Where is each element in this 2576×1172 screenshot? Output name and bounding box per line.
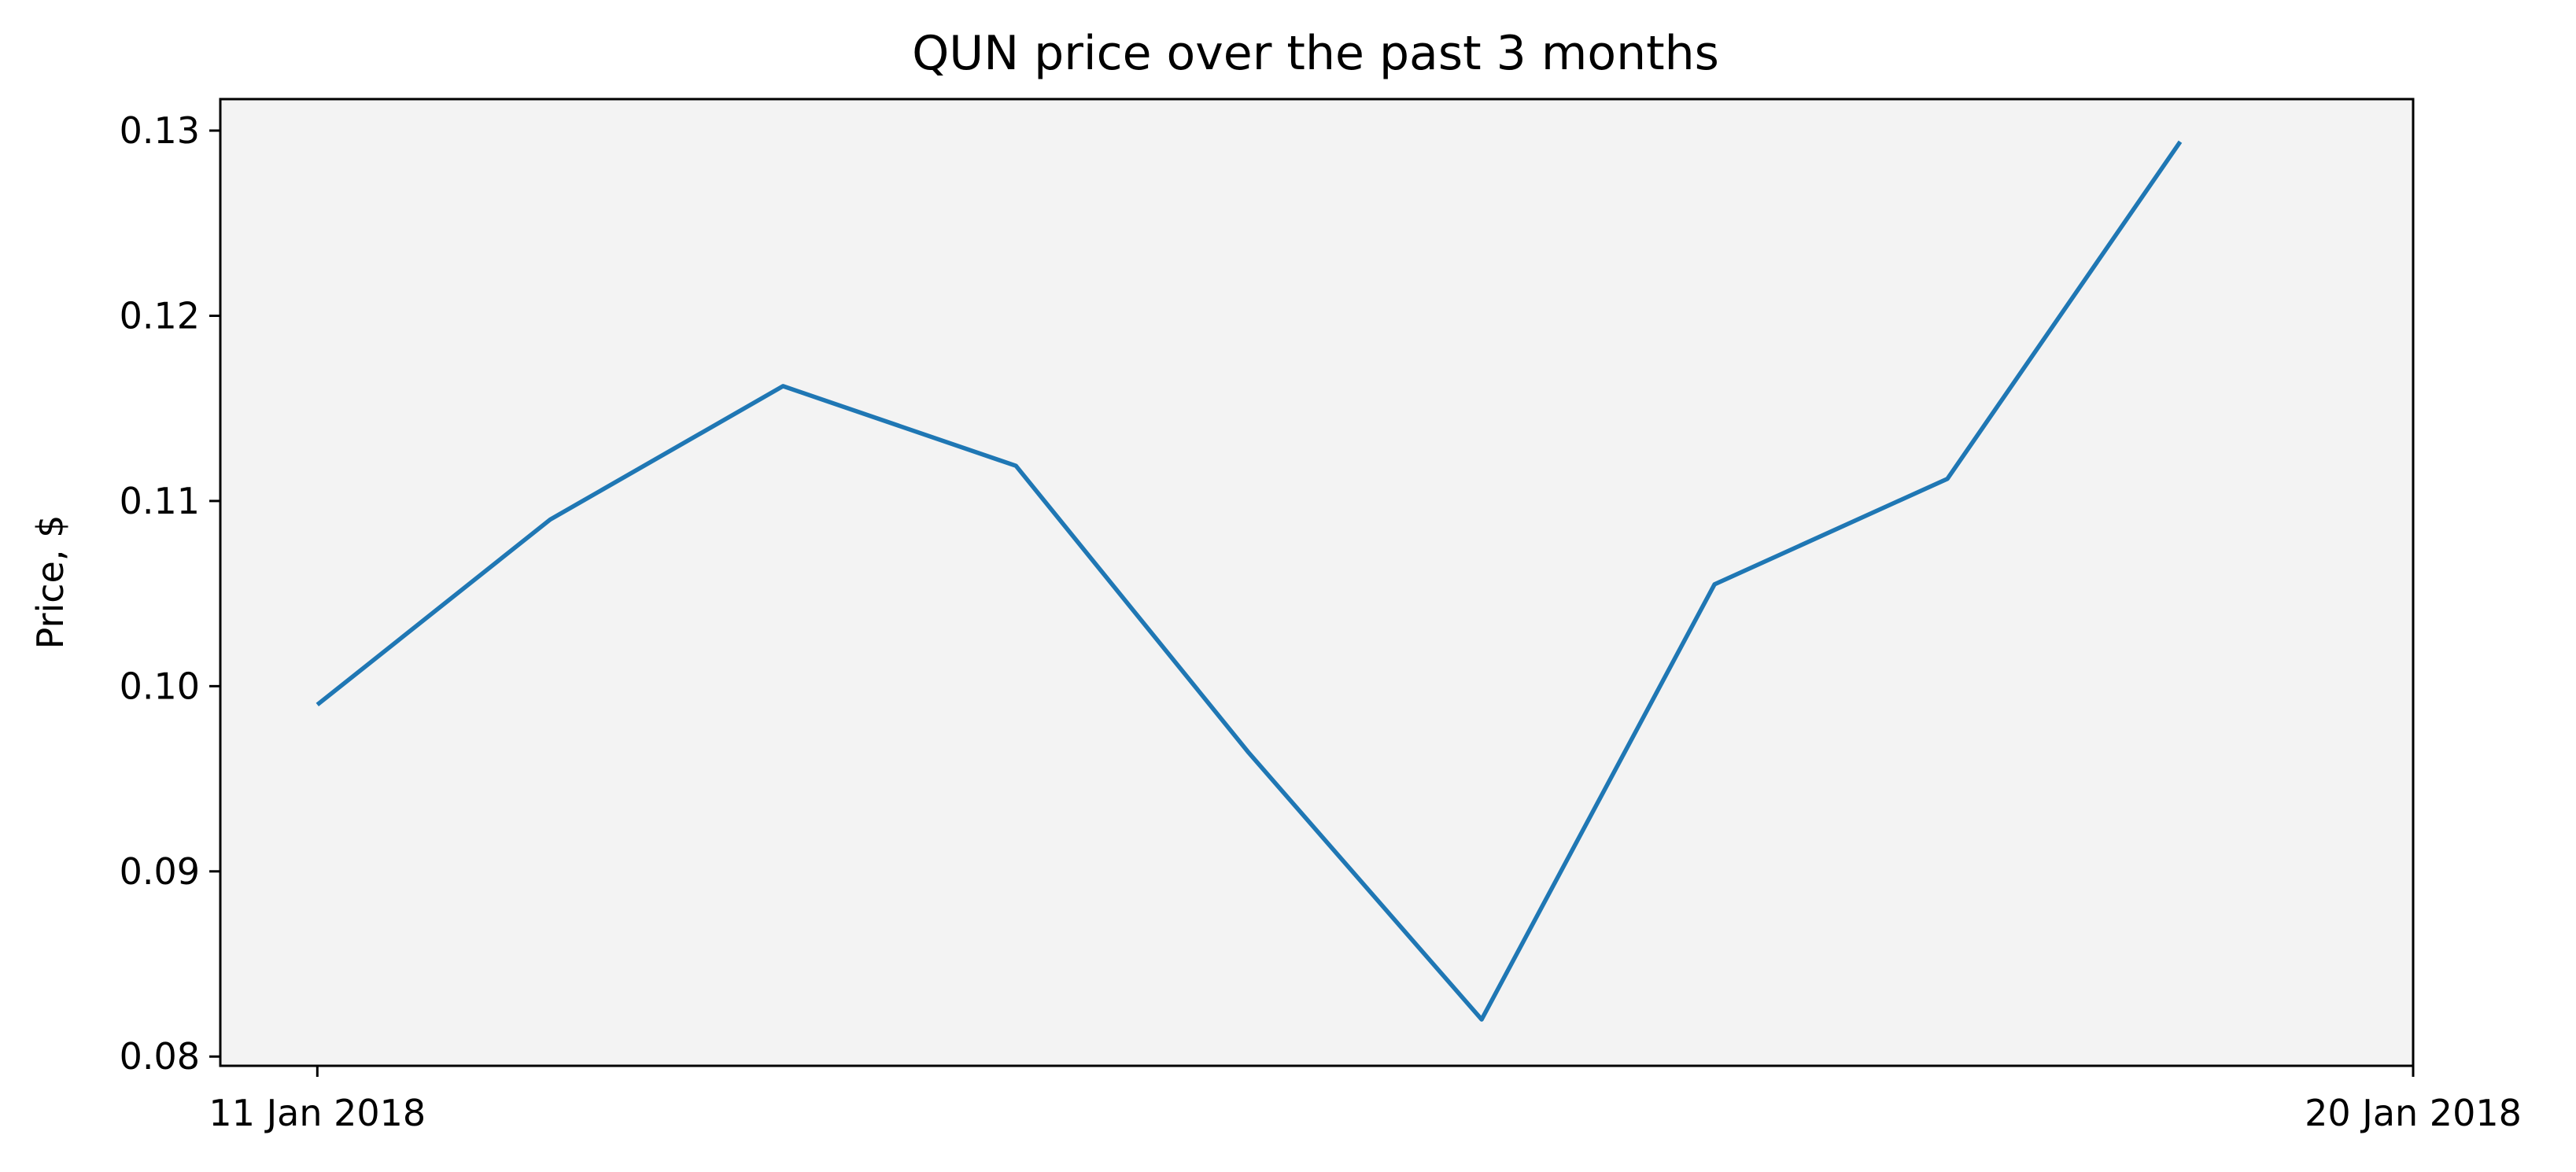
y-tick-label: 0.13 <box>120 109 200 152</box>
chart-title: QUN price over the past 3 months <box>912 26 1719 81</box>
y-tick-label: 0.10 <box>120 665 200 707</box>
y-tick-label: 0.12 <box>120 294 200 337</box>
plot-frame <box>219 98 2415 1067</box>
y-axis-label: Price, $ <box>29 515 72 650</box>
y-tick-label: 0.09 <box>120 850 200 893</box>
plot-area <box>220 99 2413 1066</box>
y-tick-label: 0.08 <box>120 1035 200 1078</box>
price-series-line <box>316 140 2183 1022</box>
x-tick-label: 20 Jan 2018 <box>2305 1092 2522 1134</box>
x-tick-label: 11 Jan 2018 <box>209 1092 426 1134</box>
y-tick-label: 0.11 <box>120 480 200 522</box>
y-axis-ticks: 0.08 0.09 0.10 0.11 0.12 0.13 <box>120 109 220 1078</box>
x-axis-ticks: 11 Jan 2018 20 Jan 2018 <box>209 1066 2522 1134</box>
